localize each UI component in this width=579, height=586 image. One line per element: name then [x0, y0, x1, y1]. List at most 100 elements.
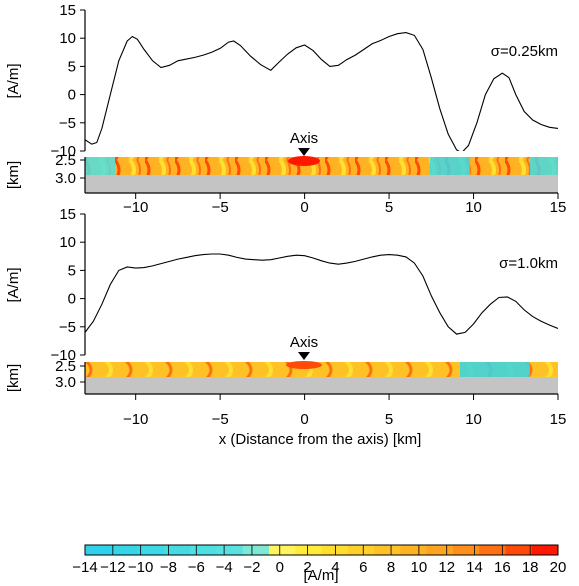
colorbar-tick-label: 2	[303, 559, 311, 576]
colorbar-cell	[479, 545, 506, 555]
top-axis-marker	[298, 148, 310, 156]
x-axis-label: x (Distance from the axis) [km]	[219, 431, 422, 448]
top-y-label: [A/m]	[5, 63, 22, 98]
colorbar-tick-label: −8	[160, 559, 177, 576]
x-tick-label: −5	[212, 411, 229, 428]
top-panel: 15 10 5 0 −5 −10 [A/m] σ=0.25km Axis	[5, 2, 558, 160]
colorbar-cell	[400, 545, 427, 555]
colorbar-tick-label: 6	[359, 559, 367, 576]
colorbar-tick-label: 8	[387, 559, 395, 576]
colorbar-tick-label: −10	[128, 559, 153, 576]
top-axis-high	[288, 156, 320, 166]
colorbar-cells	[85, 545, 559, 555]
bottom-y-ticks: 15 10 5 0 −5 −10	[51, 206, 85, 364]
colorbar-tick-label: 0	[276, 559, 284, 576]
top-magnetization-layer	[85, 157, 558, 175]
top-x-ticks: −10 −5 0 5 10 15	[123, 193, 566, 216]
colorbar-tick-label: −6	[188, 559, 205, 576]
bottom-axis-marker	[298, 352, 310, 360]
colorbar-cell	[374, 545, 401, 555]
bottom-depth-tick-30: 3.0	[55, 374, 76, 391]
bottom-depth-tick-25: 2.5	[55, 358, 76, 375]
bottom-panel: 15 10 5 0 −5 −10 [A/m] σ=1.0km Axis	[5, 206, 558, 364]
colorbar: −14 −12 −10 −8 −6 −4 −2 0 2 4 6 8 10 12 14 16 18 20 [A/m]	[72, 544, 566, 584]
colorbar-cell	[190, 545, 217, 555]
x-tick-label: 0	[300, 411, 308, 428]
colorbar-cell	[531, 545, 559, 555]
colorbar-cell	[163, 545, 191, 555]
colorbar-cell	[347, 545, 375, 555]
colorbar-cell	[137, 545, 165, 555]
bottom-depth-label: [km]	[5, 364, 22, 392]
colorbar-unit: [A/m]	[303, 567, 338, 584]
bottom-depth-panel: 2.5 3.0 [km] −10 −5 0 5 10 15 x (Distance fro…	[5, 358, 566, 448]
y-tick-label: 0	[68, 291, 76, 308]
colorbar-cell	[295, 545, 322, 555]
y-tick-label: 15	[59, 206, 76, 223]
colorbar-cell	[111, 545, 138, 555]
colorbar-tick-label: 12	[438, 559, 455, 576]
colorbar-cell	[216, 545, 243, 555]
x-tick-label: −10	[123, 411, 148, 428]
colorbar-tick-label: −4	[216, 559, 233, 576]
top-sigma-label: σ=0.25km	[491, 43, 558, 60]
bottom-magnetization-layer	[85, 362, 558, 377]
bottom-y-label: [A/m]	[5, 267, 22, 302]
colorbar-cell	[321, 545, 349, 555]
x-tick-label: 0	[300, 199, 308, 216]
y-tick-label: 10	[59, 234, 76, 251]
top-depth-label: [km]	[5, 161, 22, 189]
bottom-axis-high	[286, 361, 322, 369]
y-tick-label: −10	[51, 347, 76, 364]
colorbar-tick-label: −14	[72, 559, 97, 576]
y-tick-label: −5	[59, 319, 76, 336]
colorbar-tick-label: −2	[243, 559, 260, 576]
colorbar-ticks: −14 −12 −10 −8 −6 −4 −2 0 2 4 6 8 10 12 14 16 18 20	[72, 545, 566, 576]
colorbar-cell	[242, 545, 270, 555]
x-tick-label: 15	[550, 411, 567, 428]
bottom-x-ticks: −10 −5 0 5 10 15	[123, 394, 566, 428]
colorbar-tick-label: 4	[331, 559, 339, 576]
y-tick-label: 5	[68, 58, 76, 75]
x-tick-label: 5	[385, 411, 393, 428]
top-mag-patch	[430, 157, 470, 175]
colorbar-cell	[426, 545, 454, 555]
y-tick-label: 15	[59, 2, 76, 19]
y-tick-label: −10	[51, 143, 76, 160]
colorbar-cell	[452, 545, 480, 555]
colorbar-tick-label: 18	[522, 559, 539, 576]
top-axis-label: Axis	[290, 130, 318, 147]
top-depth-tick-30: 3.0	[55, 170, 76, 187]
colorbar-cell	[85, 545, 112, 555]
bottom-mag-patch	[460, 362, 530, 377]
colorbar-tick-label: −12	[100, 559, 125, 576]
colorbar-cell	[505, 545, 533, 555]
bottom-axis-label: Axis	[290, 334, 318, 351]
top-basement	[85, 175, 558, 193]
top-anomaly-line	[85, 32, 558, 151]
y-tick-label: 0	[68, 87, 76, 104]
top-depth-panel: 2.5 3.0 [km] −10 −5 0 5 10 15	[5, 152, 566, 216]
bottom-sigma-label: σ=1.0km	[499, 255, 558, 272]
x-tick-label: −10	[123, 199, 148, 216]
top-mag-patch	[530, 157, 558, 175]
y-tick-label: −5	[59, 115, 76, 132]
bottom-anomaly-line	[85, 253, 558, 335]
x-tick-label: 5	[385, 199, 393, 216]
colorbar-tick-label: 14	[466, 559, 483, 576]
x-tick-label: −5	[212, 199, 229, 216]
y-tick-label: 10	[59, 30, 76, 47]
colorbar-tick-label: 20	[550, 559, 567, 576]
x-tick-label: 10	[465, 411, 482, 428]
top-mag-patch	[85, 157, 115, 175]
y-tick-label: 5	[68, 262, 76, 279]
colorbar-tick-label: 10	[411, 559, 428, 576]
colorbar-cell	[268, 545, 296, 555]
x-tick-label: 10	[465, 199, 482, 216]
colorbar-tick-label: 16	[494, 559, 511, 576]
x-tick-label: 15	[550, 199, 567, 216]
bottom-basement	[85, 377, 558, 394]
top-depth-tick-25: 2.5	[55, 152, 76, 169]
top-y-ticks: 15 10 5 0 −5 −10	[51, 2, 85, 160]
